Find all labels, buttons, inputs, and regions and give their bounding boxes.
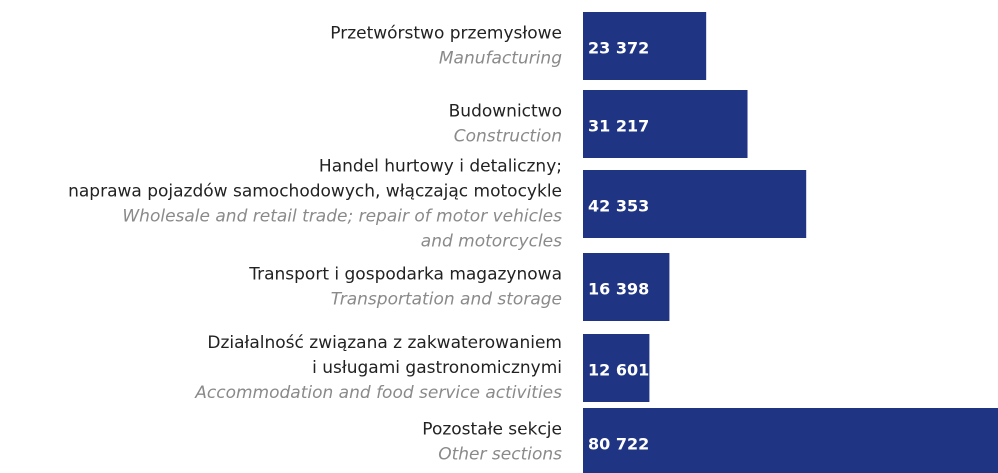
category-label-en: Accommodation and food service activitie…	[194, 383, 562, 403]
category-label-en: Manufacturing	[439, 49, 562, 69]
bar	[583, 334, 650, 402]
category-label: naprawa pojazdów samochodowych, włączają…	[68, 182, 562, 202]
category-label-en: and motorcycles	[421, 232, 562, 252]
bar	[583, 253, 670, 321]
category-label: Pozostałe sekcje	[422, 420, 562, 440]
bar	[583, 12, 707, 80]
category-label: Budownictwo	[449, 102, 562, 122]
value-label: 42 353	[588, 197, 649, 216]
value-label: 80 722	[588, 435, 649, 454]
bar	[583, 408, 998, 473]
category-label-en: Construction	[454, 127, 562, 147]
category-label: Działalność związana z zakwaterowaniem	[207, 333, 562, 353]
bar	[583, 90, 748, 158]
value-label: 31 217	[588, 117, 649, 136]
value-label: 12 601	[588, 361, 649, 380]
category-label-en: Wholesale and retail trade; repair of mo…	[122, 207, 562, 227]
category-label-en: Transportation and storage	[331, 290, 562, 310]
bar	[583, 170, 807, 238]
value-label: 23 372	[588, 39, 649, 58]
category-label: i usługami gastronomicznymi	[312, 358, 562, 378]
category-label: Przetwórstwo przemysłowe	[330, 24, 562, 44]
category-label-en: Other sections	[438, 445, 562, 465]
category-label: Handel hurtowy i detaliczny;	[319, 157, 562, 177]
category-label: Transport i gospodarka magazynowa	[248, 265, 562, 285]
value-label: 16 398	[588, 280, 649, 299]
